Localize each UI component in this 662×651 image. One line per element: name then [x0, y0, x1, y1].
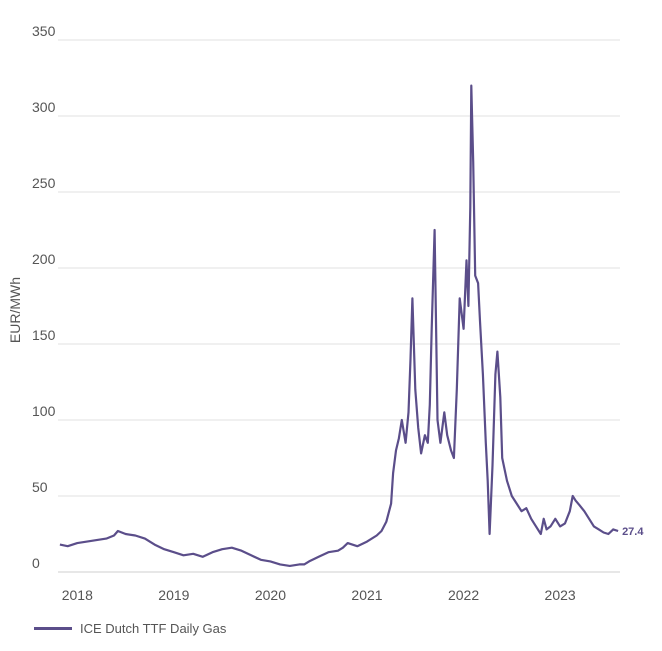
y-axis-label: EUR/MWh [7, 277, 23, 343]
legend-swatch [34, 627, 72, 630]
x-tick-label: 2018 [62, 587, 93, 603]
y-tick-label: 0 [32, 555, 40, 571]
series-line-ice-dutch-ttf [59, 84, 619, 567]
y-gridlines [58, 39, 620, 573]
x-tick-label: 2019 [158, 587, 189, 603]
x-tick-labels: 2018 2019 2020 2021 2022 2023 [62, 587, 576, 603]
legend-label: ICE Dutch TTF Daily Gas [80, 621, 227, 636]
x-tick-label: 2022 [448, 587, 479, 603]
x-tick-label: 2023 [545, 587, 576, 603]
last-value-label: 27.4 [622, 526, 644, 538]
y-tick-label: 300 [32, 99, 56, 115]
y-tick-label: 50 [32, 479, 48, 495]
y-tick-label: 250 [32, 175, 56, 191]
y-tick-label: 150 [32, 327, 56, 343]
legend: ICE Dutch TTF Daily Gas [34, 621, 226, 636]
y-tick-label: 100 [32, 403, 56, 419]
y-tick-label: 350 [32, 23, 56, 39]
x-tick-label: 2020 [255, 587, 286, 603]
y-tick-labels: 0 50 100 150 200 250 300 350 [32, 23, 56, 571]
x-tick-label: 2021 [351, 587, 382, 603]
y-tick-label: 200 [32, 251, 56, 267]
